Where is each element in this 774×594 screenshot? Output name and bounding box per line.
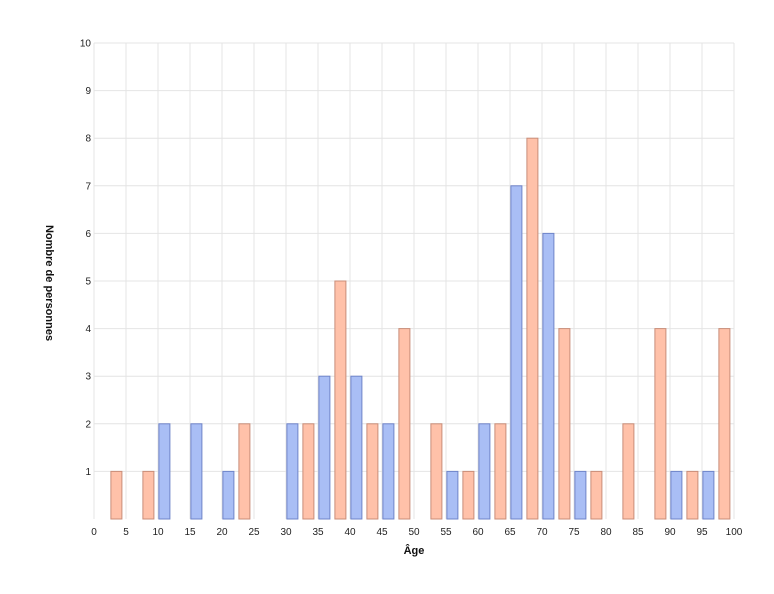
bar [190,423,203,520]
x-tick-label: 75 [568,527,580,538]
x-tick-label: 0 [91,527,97,538]
bar [382,423,395,520]
bar [430,423,443,520]
bar [526,137,539,520]
x-tick-label: 70 [536,527,548,538]
x-tick-label: 95 [696,527,708,538]
bar [494,423,507,520]
x-tick-label: 45 [376,527,388,538]
grid-lines [93,42,735,519]
x-tick-label: 5 [123,527,129,538]
x-tick-label: 80 [600,527,612,538]
bar [702,470,715,520]
x-tick-label: 50 [408,527,420,538]
y-tick-label: 4 [85,324,91,335]
tick-labels: 0 5 10 15 20 25 30 35 40 45 50 55 60 65 70 75 80 85 90 95 10… [80,39,743,539]
y-tick-label: 2 [85,419,91,430]
bars [110,137,731,520]
x-tick-label: 85 [632,527,644,538]
bar [398,328,411,520]
bar [238,423,251,520]
bar [622,423,635,520]
x-tick-label: 25 [248,527,260,538]
bar [542,232,555,520]
bar [670,470,683,520]
x-tick-label: 100 [726,527,743,538]
y-tick-label: 8 [85,134,91,145]
bar [558,328,571,520]
x-tick-label: 15 [184,527,196,538]
y-tick-label: 9 [85,86,91,97]
bar [286,423,299,520]
x-tick-label: 40 [344,527,356,538]
bar [446,470,459,520]
bar [142,470,155,520]
bar [574,470,587,520]
x-axis-title: Âge [404,544,425,557]
y-axis-title: Nombre de personnes [43,225,55,341]
bar [110,470,123,520]
y-tick-label: 5 [85,277,91,288]
bar [462,470,475,520]
bar [590,470,603,520]
bar [318,375,331,520]
bar [510,185,523,520]
x-tick-label: 55 [440,527,452,538]
bar [302,423,315,520]
y-tick-label: 3 [85,372,91,383]
x-tick-label: 90 [664,527,676,538]
bar [718,328,731,520]
bar [334,280,347,520]
x-tick-label: 65 [504,527,516,538]
x-tick-label: 10 [152,527,164,538]
bar [654,328,667,520]
y-tick-label: 1 [85,467,91,478]
bar [366,423,379,520]
bar [222,470,235,520]
bar [478,423,491,520]
bar [350,375,363,520]
bar [158,423,171,520]
x-tick-label: 20 [216,527,228,538]
y-tick-label: 10 [80,39,92,50]
x-tick-label: 60 [472,527,484,538]
y-tick-label: 6 [85,229,91,240]
bar [686,470,699,520]
x-tick-label: 35 [312,527,324,538]
y-tick-label: 7 [85,181,91,192]
x-tick-label: 30 [280,527,292,538]
